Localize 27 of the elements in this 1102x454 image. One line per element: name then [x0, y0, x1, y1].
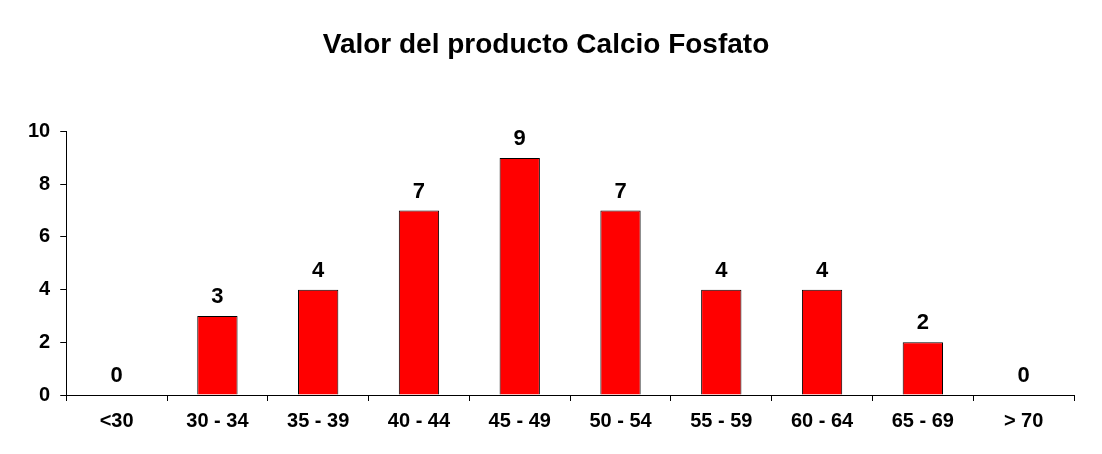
- x-tick-label: 55 - 59: [690, 408, 753, 431]
- x-tick-label: 60 - 64: [790, 408, 855, 431]
- x-tick-label: 65 - 69: [891, 408, 954, 431]
- data-label: 4: [312, 256, 326, 282]
- y-tick-label: 4: [39, 277, 52, 300]
- x-tick-label: 40 - 44: [387, 408, 451, 431]
- x-tick-label: 50 - 54: [589, 408, 653, 431]
- data-label: 4: [715, 256, 729, 282]
- y-tick-label: 6: [39, 224, 51, 247]
- data-label: 7: [412, 177, 426, 203]
- y-tick-label: 2: [39, 329, 51, 352]
- y-tick-label: 10: [28, 119, 51, 142]
- x-tick-label: <30: [99, 408, 134, 431]
- x-tick-label: 45 - 49: [488, 408, 551, 431]
- x-tick-label: 35 - 39: [287, 408, 350, 431]
- data-label: 0: [110, 362, 123, 388]
- x-tick-label: 30 - 34: [186, 408, 250, 431]
- data-label: 4: [815, 256, 829, 282]
- data-label: 9: [513, 125, 526, 150]
- data-label: 0: [1017, 362, 1030, 388]
- chart-title: Valor del producto Calcio Fosfato: [322, 27, 770, 59]
- data-label: 2: [916, 309, 929, 335]
- x-tick-label: > 70: [1003, 408, 1044, 431]
- y-tick-label: 8: [39, 171, 51, 194]
- data-label: 3: [211, 283, 224, 309]
- y-tick-label: 0: [39, 382, 51, 405]
- data-label: 7: [614, 177, 627, 203]
